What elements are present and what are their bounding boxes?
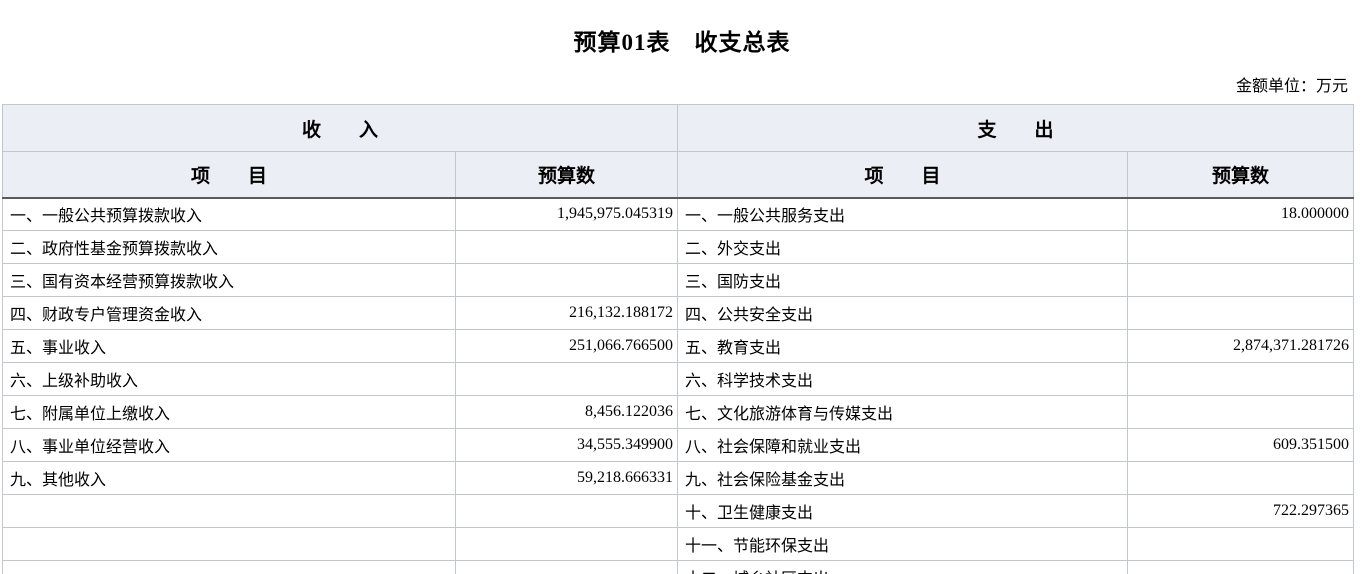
expenditure-budget-value [1127, 395, 1355, 429]
expenditure-budget-value: 18.000000 [1127, 197, 1355, 231]
revenue-item: 一、一般公共预算拨款收入 [2, 197, 456, 231]
revenue-budget-value: 216,132.188172 [454, 296, 679, 330]
table-row: 十一、节能环保支出 [2, 527, 1355, 561]
expenditure-item-column-header: 项 目 [677, 151, 1129, 199]
expenditure-item: 八、社会保障和就业支出 [677, 428, 1129, 462]
table-body: 一、一般公共预算拨款收入 1,945,975.045319 一、一般公共服务支出… [2, 197, 1355, 574]
revenue-item: 三、国有资本经营预算拨款收入 [2, 263, 456, 297]
section-header-row: 收 入 支 出 [1, 104, 1355, 152]
revenue-item: 五、事业收入 [2, 329, 456, 363]
expenditure-item: 三、国防支出 [677, 263, 1129, 297]
expenditure-budget-value [1127, 527, 1355, 561]
revenue-budget-value: 8,456.122036 [454, 395, 679, 429]
column-header-row: 项 目 预算数 项 目 预算数 [2, 151, 1355, 199]
expenditure-budget-value: 722.297365 [1127, 494, 1355, 528]
revenue-budget-column-header: 预算数 [454, 151, 679, 199]
table-row: 一、一般公共预算拨款收入 1,945,975.045319 一、一般公共服务支出… [2, 197, 1355, 231]
revenue-item: 六、上级补助收入 [2, 362, 456, 396]
revenue-budget-value [454, 263, 679, 297]
budget-summary-table: 收 入 支 出 项 目 预算数 项 目 预算数 一、一般公共预算拨款收入 1,9… [1, 104, 1355, 574]
revenue-budget-value [454, 230, 679, 264]
expenditure-item: 十、卫生健康支出 [677, 494, 1129, 528]
table-row: 八、事业单位经营收入 34,555.349900 八、社会保障和就业支出 609… [2, 428, 1355, 462]
revenue-budget-value [454, 560, 679, 574]
expenditure-item: 五、教育支出 [677, 329, 1129, 363]
expenditure-budget-value [1127, 263, 1355, 297]
revenue-budget-value: 34,555.349900 [454, 428, 679, 462]
expenditure-item: 一、一般公共服务支出 [677, 197, 1129, 231]
expenditure-budget-value [1127, 461, 1355, 495]
revenue-item: 七、附属单位上缴收入 [2, 395, 456, 429]
revenue-section-header: 收 入 [1, 104, 679, 152]
table-row: 六、上级补助收入 六、科学技术支出 [2, 362, 1355, 396]
table-row: 九、其他收入 59,218.666331 九、社会保险基金支出 [2, 461, 1355, 495]
table-row: 五、事业收入 251,066.766500 五、教育支出 2,874,371.2… [2, 329, 1355, 363]
expenditure-budget-value: 609.351500 [1127, 428, 1355, 462]
expenditure-budget-value [1127, 362, 1355, 396]
expenditure-budget-value [1127, 230, 1355, 264]
revenue-budget-value: 1,945,975.045319 [454, 197, 679, 231]
amount-unit-label: 金额单位：万元 [1235, 78, 1348, 95]
revenue-item-column-header: 项 目 [2, 151, 456, 199]
table-header: 收 入 支 出 项 目 预算数 项 目 预算数 [1, 104, 1355, 199]
revenue-budget-value [454, 527, 679, 561]
expenditure-budget-value [1127, 296, 1355, 330]
revenue-item [2, 494, 456, 528]
expenditure-item: 二、外交支出 [677, 230, 1129, 264]
expenditure-item: 十一、节能环保支出 [677, 527, 1129, 561]
revenue-item: 八、事业单位经营收入 [2, 428, 456, 462]
expenditure-item: 六、科学技术支出 [677, 362, 1129, 396]
revenue-item: 九、其他收入 [2, 461, 456, 495]
table-row: 四、财政专户管理资金收入 216,132.188172 四、公共安全支出 [2, 296, 1355, 330]
revenue-item [2, 560, 456, 574]
table-row: 十、卫生健康支出 722.297365 [2, 494, 1355, 528]
revenue-budget-value [454, 362, 679, 396]
expenditure-item: 九、社会保险基金支出 [677, 461, 1129, 495]
table-row: 二、政府性基金预算拨款收入 二、外交支出 [2, 230, 1355, 264]
table-row: 十二、城乡社区支出 [2, 560, 1355, 574]
expenditure-budget-column-header: 预算数 [1127, 151, 1355, 199]
table-row: 七、附属单位上缴收入 8,456.122036 七、文化旅游体育与传媒支出 [2, 395, 1355, 429]
revenue-item: 四、财政专户管理资金收入 [2, 296, 456, 330]
expenditure-section-header: 支 出 [677, 104, 1355, 152]
table-row: 三、国有资本经营预算拨款收入 三、国防支出 [2, 263, 1355, 297]
expenditure-item: 四、公共安全支出 [677, 296, 1129, 330]
expenditure-budget-value [1127, 560, 1355, 574]
revenue-item [2, 527, 456, 561]
revenue-budget-value [454, 494, 679, 528]
revenue-budget-value: 251,066.766500 [454, 329, 679, 363]
expenditure-item: 十二、城乡社区支出 [677, 560, 1129, 574]
expenditure-item: 七、文化旅游体育与传媒支出 [677, 395, 1129, 429]
revenue-budget-value: 59,218.666331 [454, 461, 679, 495]
page-title: 预算01表 收支总表 [573, 30, 791, 55]
revenue-item: 二、政府性基金预算拨款收入 [2, 230, 456, 264]
expenditure-budget-value: 2,874,371.281726 [1127, 329, 1355, 363]
